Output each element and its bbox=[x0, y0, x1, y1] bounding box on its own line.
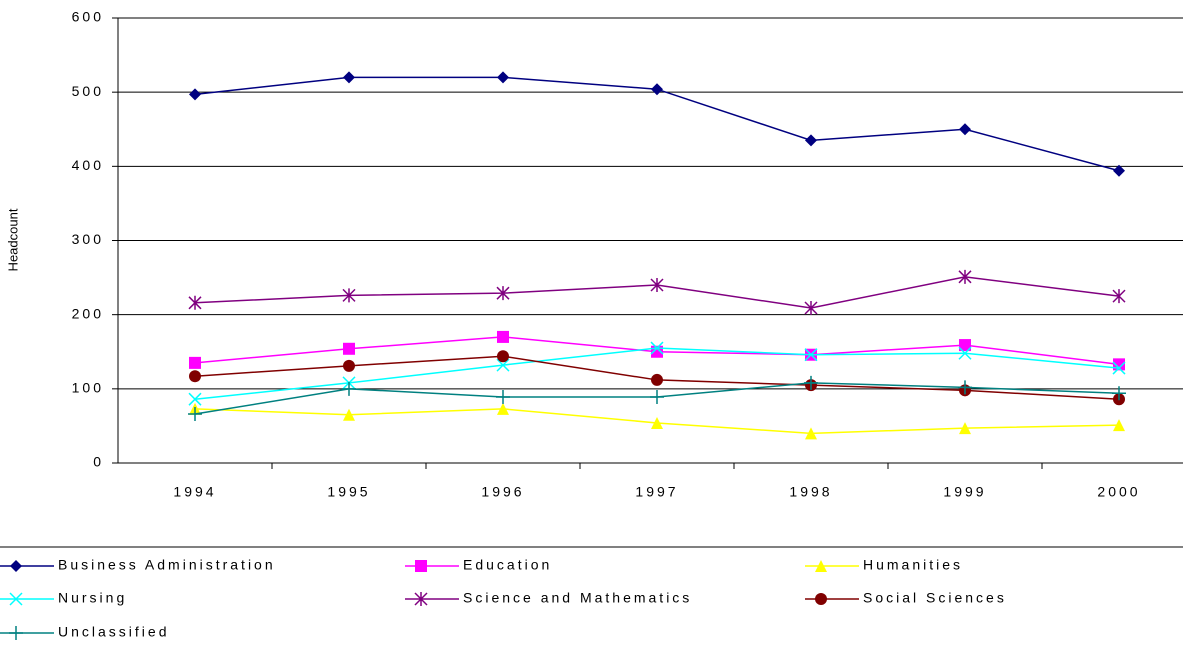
marker bbox=[496, 389, 510, 404]
marker bbox=[343, 71, 355, 84]
marker bbox=[9, 592, 23, 606]
marker bbox=[650, 278, 664, 292]
marker bbox=[343, 408, 355, 421]
marker bbox=[415, 560, 427, 572]
marker bbox=[189, 88, 201, 101]
marker bbox=[414, 592, 428, 606]
x-tick-label: 1994 bbox=[173, 484, 216, 500]
marker bbox=[342, 288, 356, 303]
marker bbox=[188, 392, 202, 406]
marker bbox=[9, 626, 23, 640]
marker bbox=[815, 560, 827, 572]
marker bbox=[1112, 361, 1126, 375]
marker bbox=[805, 427, 817, 440]
x-tick-label: 1998 bbox=[789, 484, 832, 500]
y-tick-label: 0 bbox=[93, 454, 104, 470]
legend-label: Humanities bbox=[863, 557, 963, 573]
legend-label: Business Administration bbox=[58, 557, 276, 573]
legend-label: Nursing bbox=[58, 590, 127, 606]
marker bbox=[805, 134, 817, 147]
marker bbox=[342, 381, 356, 396]
marker bbox=[959, 422, 971, 435]
marker bbox=[497, 350, 509, 363]
marker bbox=[650, 341, 664, 355]
marker bbox=[804, 300, 818, 315]
marker bbox=[343, 342, 355, 355]
marker bbox=[1112, 289, 1126, 304]
marker bbox=[958, 380, 972, 395]
marker bbox=[958, 346, 972, 360]
marker bbox=[1113, 419, 1125, 432]
marker bbox=[1113, 164, 1125, 177]
marker bbox=[959, 123, 971, 136]
marker bbox=[804, 348, 818, 362]
marker bbox=[497, 330, 509, 343]
marker bbox=[651, 83, 663, 96]
marker bbox=[958, 269, 972, 284]
marker bbox=[497, 402, 509, 415]
x-tick-label: 2000 bbox=[1097, 484, 1140, 500]
marker bbox=[651, 373, 663, 386]
y-axis-title: Headcount bbox=[5, 208, 20, 271]
marker bbox=[188, 407, 202, 422]
marker bbox=[189, 356, 201, 369]
x-tick-label: 1995 bbox=[327, 484, 370, 500]
marker bbox=[1112, 386, 1126, 401]
marker bbox=[189, 370, 201, 383]
x-tick-label: 1996 bbox=[481, 484, 524, 500]
marker bbox=[497, 71, 509, 84]
marker bbox=[343, 359, 355, 372]
y-tick-label: 600 bbox=[72, 9, 104, 25]
marker bbox=[188, 295, 202, 310]
marker bbox=[10, 560, 22, 572]
legend-label: Social Sciences bbox=[863, 590, 1007, 606]
x-tick-label: 1999 bbox=[943, 484, 986, 500]
legend-label: Science and Mathematics bbox=[463, 590, 692, 606]
marker bbox=[496, 286, 510, 301]
x-tick-label: 1997 bbox=[635, 484, 678, 500]
marker bbox=[650, 389, 664, 404]
marker bbox=[651, 416, 663, 429]
y-tick-label: 100 bbox=[72, 380, 104, 396]
marker bbox=[959, 339, 971, 352]
y-tick-label: 500 bbox=[72, 83, 104, 99]
marker bbox=[815, 593, 827, 605]
y-tick-label: 400 bbox=[72, 157, 104, 173]
marker bbox=[804, 375, 818, 390]
legend-label: Unclassified bbox=[58, 624, 169, 640]
y-tick-label: 200 bbox=[72, 305, 104, 321]
legend-label: Education bbox=[463, 557, 552, 573]
marker bbox=[496, 358, 510, 372]
y-tick-label: 300 bbox=[72, 231, 104, 247]
